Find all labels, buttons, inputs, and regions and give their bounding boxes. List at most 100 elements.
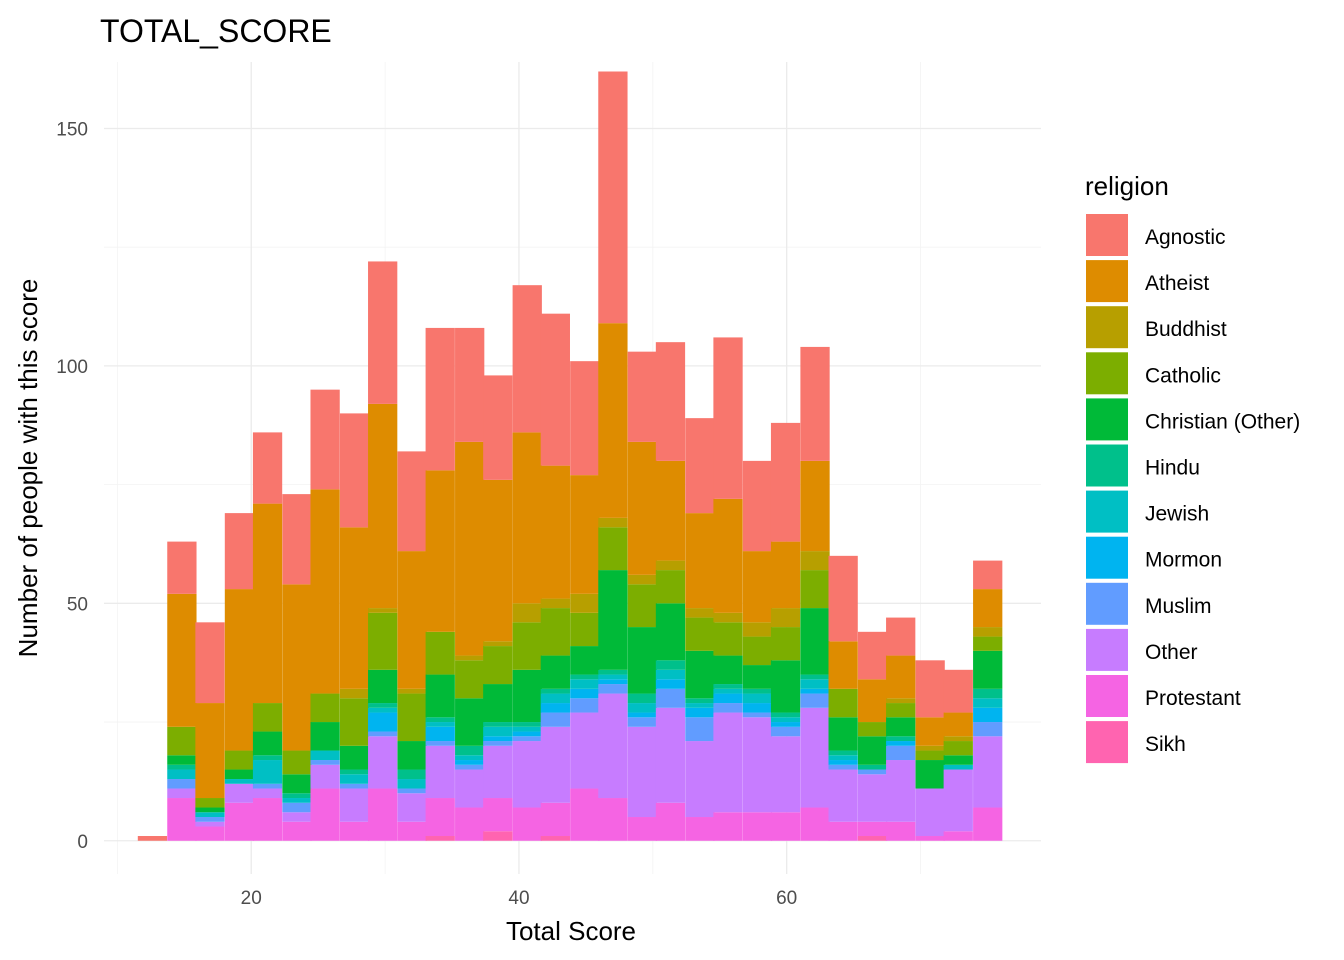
bar-segment: [627, 574, 657, 585]
bar-segment: [742, 693, 773, 704]
bar-segment: [655, 560, 686, 571]
bar-segment: [943, 736, 973, 742]
x-tick-label: 40: [508, 888, 529, 909]
bar-segment: [167, 798, 197, 841]
bar-segment: [195, 798, 225, 808]
bar-segment: [770, 712, 801, 718]
bar-segment: [455, 327, 485, 442]
bar-segment: [512, 726, 542, 732]
bar-segment: [886, 745, 916, 761]
bar-segment: [655, 669, 686, 680]
bar-segment: [770, 627, 801, 661]
bar-segment: [368, 703, 398, 708]
bar-segment: [915, 760, 945, 789]
bar-segment: [973, 688, 1003, 699]
bar-segment: [886, 655, 916, 699]
bar-segment: [627, 717, 657, 727]
bar-segment: [425, 726, 455, 742]
bar-segment: [828, 555, 858, 642]
bar-segment: [397, 688, 427, 694]
bar-segment: [570, 475, 600, 594]
bar-segment: [425, 631, 455, 675]
bar-segment: [685, 741, 715, 818]
bar-segment: [425, 836, 455, 841]
bar-segment: [857, 679, 888, 723]
x-axis-title: Total Score: [506, 916, 636, 946]
bar-segment: [540, 655, 570, 689]
legend-label: Jewish: [1145, 503, 1209, 526]
bar-segment: [455, 769, 485, 808]
bar-segment: [570, 788, 600, 841]
legend-key: [1086, 490, 1128, 533]
bar-segment: [713, 688, 743, 694]
bar-segment: [282, 774, 312, 794]
bar-segment: [167, 593, 197, 727]
bar-segment: [282, 802, 312, 813]
bar-segment: [310, 764, 340, 789]
bar-segment: [310, 693, 340, 723]
bar-segment: [770, 660, 801, 713]
bar-segment: [598, 669, 628, 675]
bar-segment: [598, 527, 628, 571]
bar-segment: [713, 612, 743, 623]
bar-segment: [195, 826, 225, 841]
bar-segment: [800, 674, 830, 680]
bar-segment: [195, 622, 225, 704]
bar-segment: [742, 460, 773, 552]
x-tick-label: 20: [241, 888, 262, 909]
bar-segment: [627, 441, 657, 575]
bar-segment: [973, 650, 1003, 689]
legend-key: [1086, 582, 1128, 625]
bar-segment: [310, 788, 340, 841]
bar-segment: [800, 679, 830, 689]
bar-segment: [655, 707, 686, 803]
bar-segment: [800, 707, 830, 808]
bar-segment: [828, 688, 858, 718]
bar-segment: [195, 812, 225, 818]
bar-segment: [368, 731, 398, 737]
bar-segment: [943, 831, 973, 841]
bar-segment: [483, 741, 513, 746]
x-tick-label: 60: [776, 888, 797, 909]
bar-segment: [742, 665, 773, 689]
bar-segment: [540, 313, 570, 466]
bar-segment: [742, 703, 773, 713]
bar-segment: [483, 798, 513, 832]
bar-segment: [770, 736, 801, 813]
bar-segment: [943, 769, 973, 832]
bar-segment: [886, 736, 916, 742]
bar-segment: [540, 465, 570, 599]
bar-segment: [368, 669, 398, 704]
bars: [137, 71, 1003, 841]
bar-segment: [540, 693, 570, 704]
bar-segment: [598, 684, 628, 694]
bar-segment: [685, 617, 715, 651]
bar-segment: [713, 703, 743, 713]
bar-segment: [540, 598, 570, 609]
bar-segment: [339, 698, 370, 746]
bar-segment: [915, 750, 945, 761]
bar-segment: [685, 698, 715, 704]
bar-segment: [167, 541, 197, 594]
bar-segment: [282, 750, 312, 775]
legend-key: [1086, 444, 1128, 487]
bar-segment: [167, 788, 197, 799]
bar-segment: [685, 817, 715, 841]
bar-segment: [252, 755, 283, 761]
bar-segment: [685, 717, 715, 742]
bar-segment: [195, 817, 225, 822]
bar-segment: [540, 836, 570, 841]
bar-segment: [886, 698, 916, 704]
bar-segment: [397, 451, 427, 552]
bar-segment: [368, 612, 398, 670]
bar-segment: [310, 750, 340, 761]
legend-label: Catholic: [1145, 364, 1221, 387]
bar-segment: [167, 755, 197, 765]
bar-segment: [252, 703, 283, 732]
bar-segment: [224, 783, 255, 803]
bar-segment: [655, 570, 686, 604]
bar-segment: [655, 688, 686, 708]
legend-label: Muslim: [1145, 595, 1212, 618]
bar-segment: [282, 793, 312, 799]
bar-segment: [368, 707, 398, 713]
